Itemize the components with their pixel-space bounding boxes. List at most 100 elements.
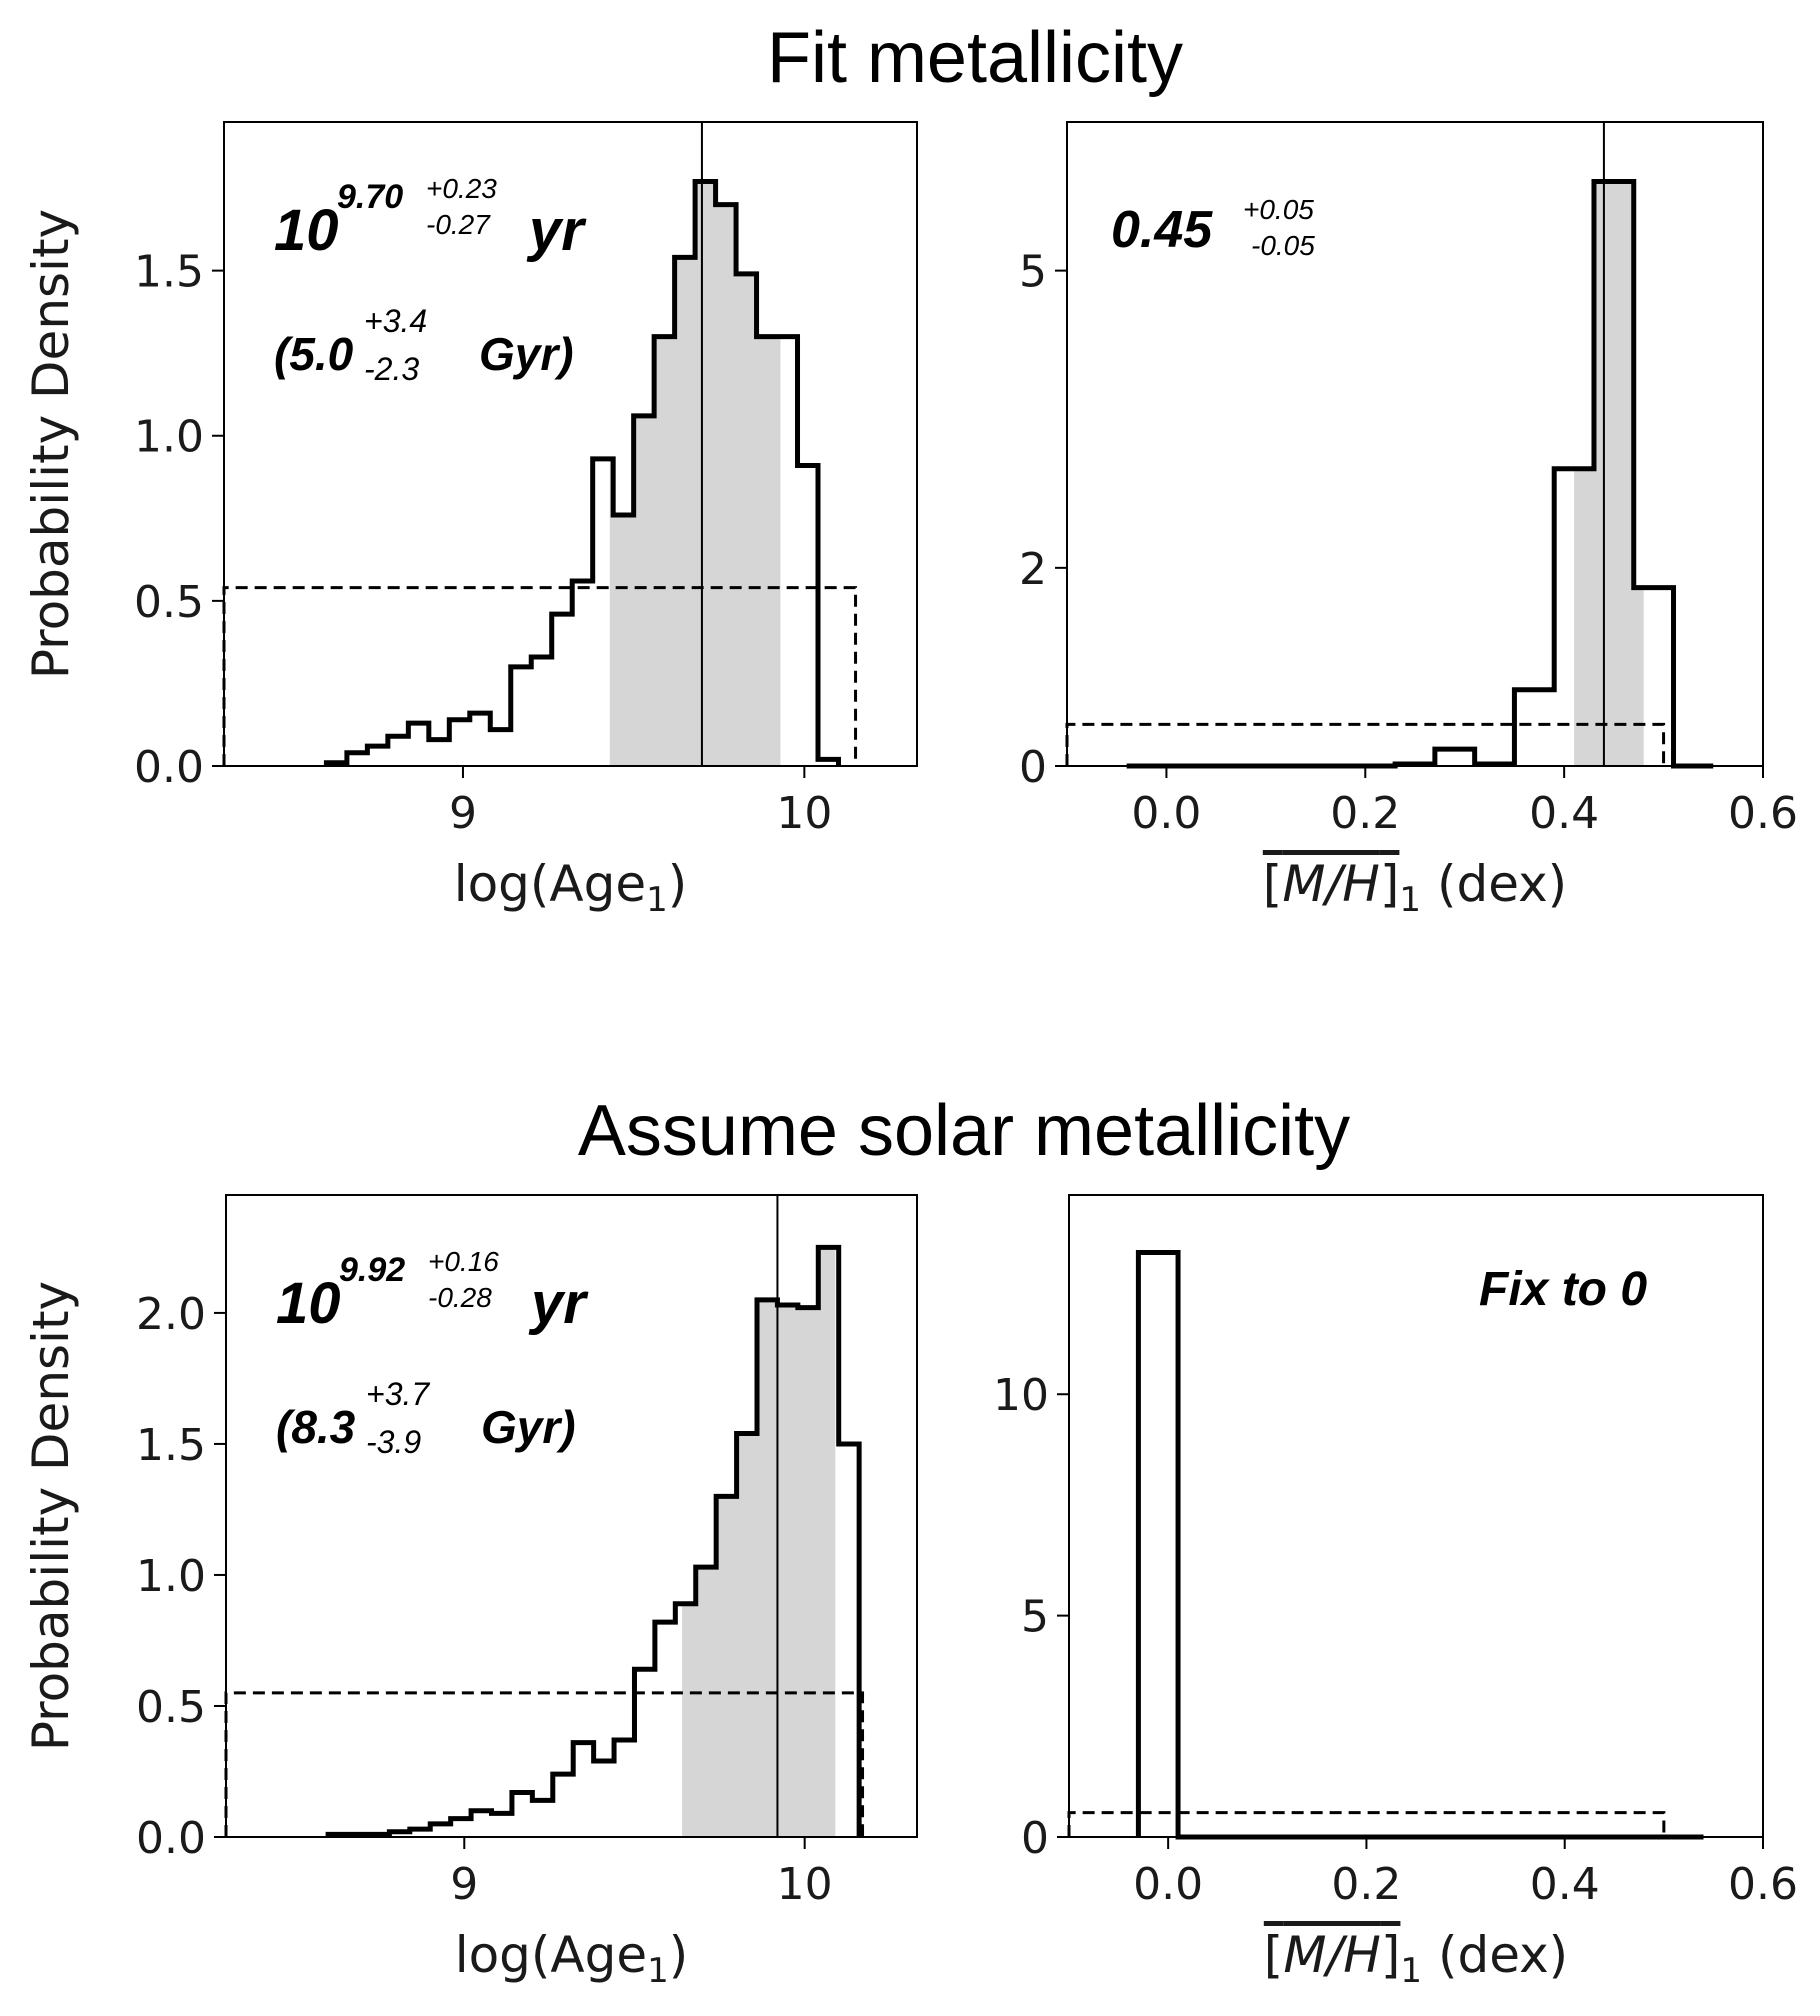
x-tick-label: 10	[776, 788, 832, 839]
histogram-bar	[471, 1811, 491, 1837]
y-tick-label: 1.5	[136, 1420, 206, 1471]
section-title-fit: Fit metallicity	[767, 18, 1183, 98]
histogram-bar	[1435, 749, 1475, 766]
y-tick-label: 0.0	[136, 1813, 206, 1864]
svg-text:10: 10	[274, 198, 339, 263]
y-tick-label: 0.5	[134, 577, 204, 628]
x-tick-label: 0.2	[1331, 1859, 1401, 1910]
x-tick-label: 9	[449, 788, 477, 839]
histogram-bar	[470, 713, 490, 766]
prior-line	[224, 1691, 865, 1837]
svg-text:-3.9: -3.9	[366, 1424, 421, 1460]
svg-text:0.45: 0.45	[1111, 201, 1213, 259]
histogram-bar	[798, 465, 818, 766]
x-tick-label: 0.6	[1728, 1859, 1798, 1910]
y-axis-label: Probability Density	[22, 1281, 80, 1751]
y-tick-label: 5	[1021, 1592, 1049, 1643]
svg-text:+3.7: +3.7	[366, 1376, 430, 1412]
svg-text:-0.05: -0.05	[1251, 230, 1315, 261]
x-tick-label: 9	[450, 1859, 478, 1910]
credible-region	[609, 181, 781, 766]
y-axis-label: Probability Density	[22, 209, 80, 679]
histogram-bar	[532, 1800, 552, 1837]
svg-text:10: 10	[276, 1271, 341, 1336]
x-tick-label: 10	[777, 1859, 833, 1910]
svg-text:+0.05: +0.05	[1243, 194, 1314, 225]
histogram-bar	[449, 720, 469, 766]
histogram-bar	[655, 1622, 675, 1837]
histogram-outline	[323, 178, 841, 766]
y-tick-label: 1.5	[134, 247, 204, 298]
histogram-bar	[634, 1669, 654, 1837]
histogram-bar	[614, 1740, 634, 1837]
histogram-bar	[408, 723, 428, 766]
svg-text:9.70: 9.70	[337, 178, 403, 216]
histogram-bar	[451, 1819, 471, 1837]
x-tick-label: 0.4	[1529, 788, 1599, 839]
histogram-bar	[492, 1813, 512, 1837]
svg-text:yr: yr	[528, 1271, 589, 1336]
histogram-bar	[367, 746, 387, 766]
y-tick-label: 1.0	[134, 412, 204, 463]
y-tick-label: 10	[993, 1370, 1049, 1421]
histogram-outline	[1126, 178, 1714, 769]
panel-metallicity-fixed: 0.0 0.2 0.4 0.6 0 5 10 [M/H]1 (dex) Fix to 0	[993, 1194, 1798, 1991]
histogram-bar	[512, 1792, 532, 1837]
y-tick-label: 5	[1019, 247, 1047, 298]
histogram-bar	[531, 657, 551, 766]
credible-region	[682, 1247, 836, 1837]
svg-text:+0.23: +0.23	[426, 173, 497, 204]
axes-frame	[1068, 1194, 1764, 1838]
panel-age-solar: 9 10 0.0 0.5 1.0 1.5 2.0 log(Age1) Probability D…	[22, 1194, 918, 1991]
svg-text:-0.27: -0.27	[426, 209, 491, 240]
x-tick-label: 0.4	[1530, 1859, 1600, 1910]
y-tick-label: 0.0	[134, 742, 204, 793]
prior-line	[1067, 1811, 1666, 1837]
x-axis-label: log(Age1)	[454, 855, 688, 920]
y-tick-label: 2	[1019, 544, 1047, 595]
svg-text:+0.16: +0.16	[428, 1246, 499, 1277]
histogram-bar	[552, 614, 572, 766]
histogram-bar	[839, 1444, 859, 1837]
histogram-bar	[388, 736, 408, 766]
x-axis-label: [M/H]1 (dex)	[1264, 1926, 1568, 1991]
histogram-bar	[594, 1761, 614, 1837]
axes-frame	[225, 1194, 918, 1838]
histogram-bar	[511, 667, 531, 766]
histogram-bar	[572, 581, 592, 766]
y-tick-label: 2.0	[136, 1289, 206, 1340]
svg-text:(8.3: (8.3	[276, 1401, 356, 1453]
svg-text:Gyr): Gyr)	[481, 1401, 576, 1453]
histogram-bar	[1514, 690, 1554, 766]
y-tick-label: 0	[1021, 1813, 1049, 1864]
x-tick-label: 0.0	[1131, 788, 1201, 839]
x-tick-label: 0.6	[1728, 788, 1798, 839]
histogram-bar	[490, 730, 510, 766]
svg-text:Gyr): Gyr)	[479, 328, 574, 380]
prior-line	[222, 586, 858, 766]
x-axis-label: log(Age1)	[455, 1926, 689, 1991]
panel-age-fit: 9 10 0.0 0.5 1.0 1.5 log(Age1) Probability Dens…	[22, 121, 918, 920]
histogram-bar	[1138, 1253, 1178, 1837]
svg-text:yr: yr	[526, 198, 587, 263]
svg-text:9.92: 9.92	[339, 1251, 405, 1289]
svg-text:-0.28: -0.28	[428, 1282, 492, 1313]
panel-metallicity-fit: 0.0 0.2 0.4 0.6 0 2 5 [M/H]1 (dex) 0.45 +0.05 -0.0…	[1019, 121, 1798, 920]
svg-text:-2.3: -2.3	[364, 351, 419, 387]
fix-annotation: Fix to 0	[1479, 1263, 1647, 1316]
axes-frame	[223, 121, 918, 767]
svg-text:+3.4: +3.4	[364, 303, 427, 339]
x-tick-label: 0.0	[1133, 1859, 1203, 1910]
age-annotation: 109.92 +0.16 -0.28 yr (8.3 +3.7 -3.9 Gyr)	[276, 1246, 589, 1460]
x-axis-label: [M/H]1 (dex)	[1263, 855, 1567, 920]
histogram-outline	[1135, 1250, 1704, 1840]
histogram-bar	[573, 1743, 593, 1837]
axes-frame	[1066, 121, 1764, 767]
y-tick-label: 1.0	[136, 1551, 206, 1602]
y-tick-label: 0	[1019, 742, 1047, 793]
histogram-bar	[553, 1774, 573, 1837]
x-tick-label: 0.2	[1330, 788, 1400, 839]
histogram-bar	[429, 740, 449, 766]
age-annotation: 109.70 +0.23 -0.27 yr (5.0 +3.4 -2.3 Gyr)	[274, 173, 587, 387]
